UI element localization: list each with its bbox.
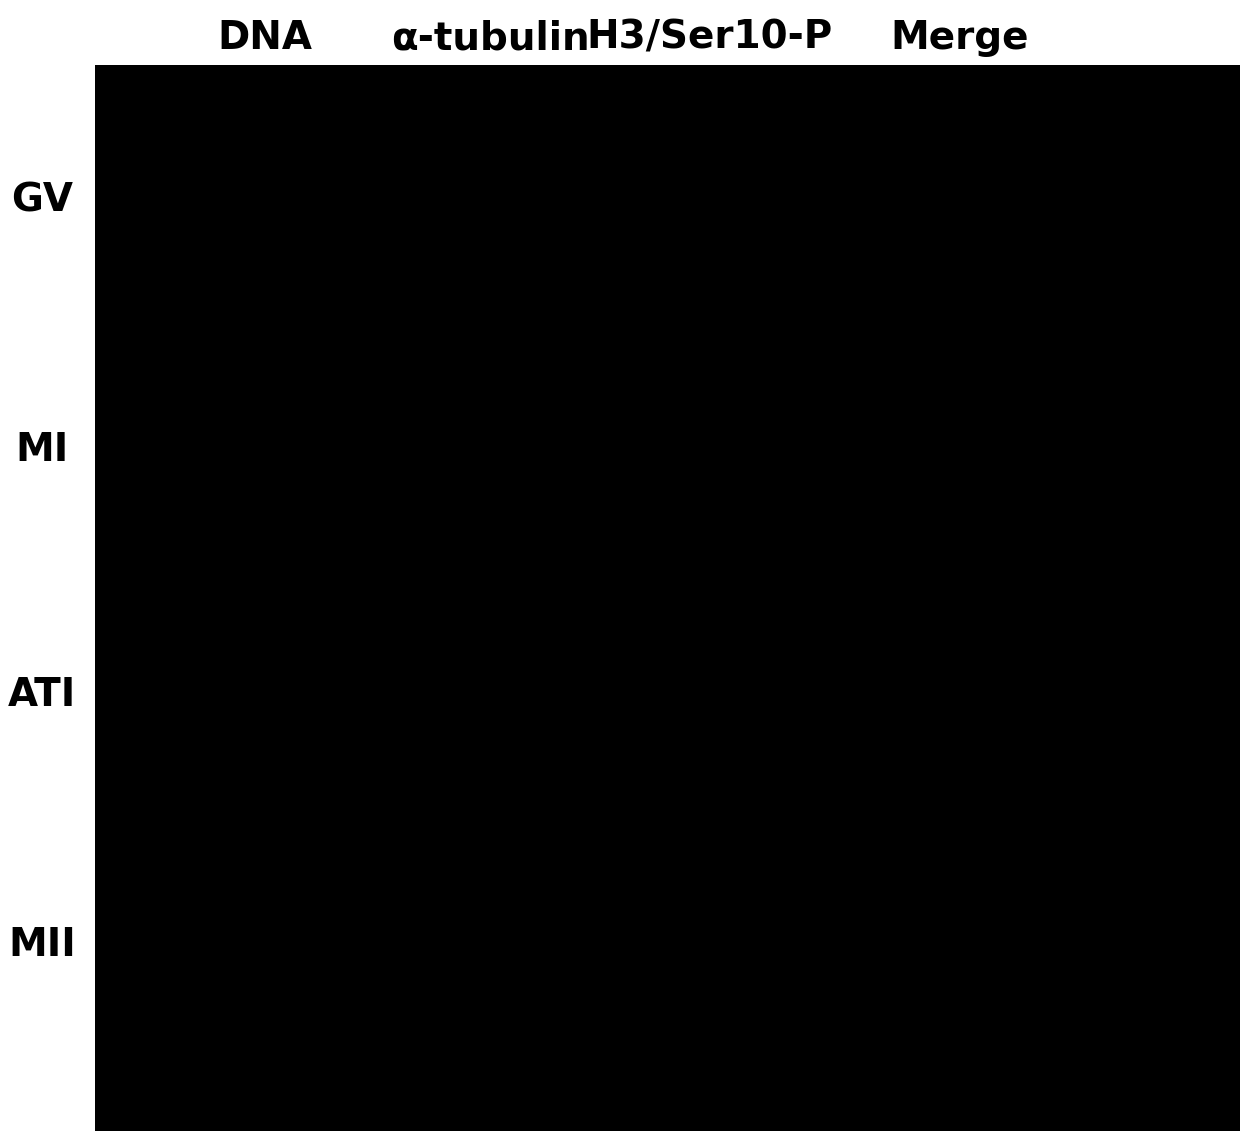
Text: ATI: ATI	[7, 676, 76, 714]
Text: MII: MII	[9, 926, 76, 964]
Text: MI: MI	[15, 431, 68, 469]
Text: DNA: DNA	[217, 19, 312, 57]
Text: α-tubulin: α-tubulin	[391, 19, 589, 57]
Text: Merge: Merge	[890, 19, 1029, 57]
Text: H3/Ser10-P: H3/Ser10-P	[587, 19, 833, 57]
Text: GV: GV	[11, 181, 73, 219]
